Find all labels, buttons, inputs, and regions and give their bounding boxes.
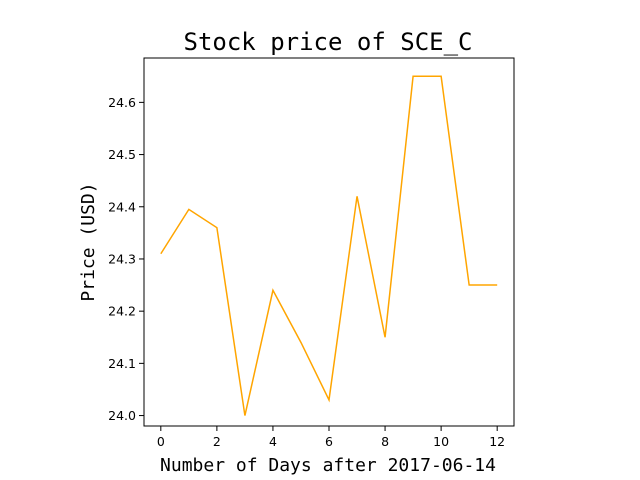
y-tick-label: 24.2 bbox=[108, 304, 136, 319]
series-line bbox=[160, 75, 498, 416]
x-tick-label: 8 bbox=[381, 434, 389, 449]
x-tick-label: 10 bbox=[433, 434, 449, 449]
plot-area: 0 2 4 6 8 10 12 24.0 24.1 24.2 24.3 24.4 24.5 24.6 bbox=[108, 57, 515, 449]
y-axis-label: Price (USD) bbox=[78, 182, 99, 301]
x-tick-label: 2 bbox=[213, 434, 221, 449]
y-tick-label: 24.6 bbox=[108, 95, 136, 110]
plot-frame bbox=[143, 57, 515, 427]
y-tick-label: 24.3 bbox=[108, 251, 136, 266]
x-axis: 0 2 4 6 8 10 12 bbox=[157, 426, 505, 449]
series-layer bbox=[160, 75, 498, 416]
x-tick-label: 6 bbox=[325, 434, 333, 449]
y-tick-label: 24.0 bbox=[108, 408, 136, 423]
x-tick-label: 0 bbox=[157, 434, 165, 449]
y-axis: 24.0 24.1 24.2 24.3 24.4 24.5 24.6 bbox=[108, 95, 144, 423]
x-axis-label: Number of Days after 2017-06-14 bbox=[160, 455, 496, 476]
chart-title: Stock price of SCE_C bbox=[184, 28, 473, 56]
y-tick-label: 24.5 bbox=[108, 147, 136, 162]
x-tick-label: 4 bbox=[269, 434, 277, 449]
y-tick-label: 24.4 bbox=[108, 199, 136, 214]
x-tick-label: 12 bbox=[489, 434, 505, 449]
y-tick-label: 24.1 bbox=[108, 356, 136, 371]
